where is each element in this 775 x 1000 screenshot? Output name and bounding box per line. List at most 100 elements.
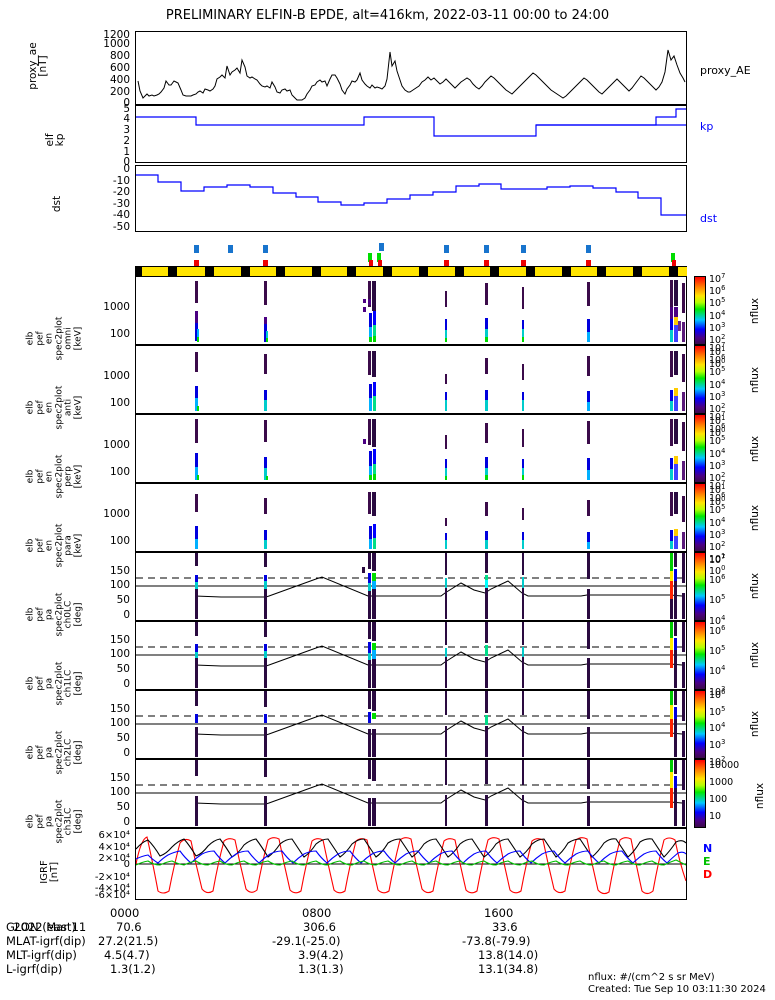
colorbar-perp-labels: 107 106 105 104 103 102 101 100	[709, 410, 726, 509]
kp-ytick-4: 4	[123, 113, 130, 125]
kp-step-trace	[136, 108, 686, 137]
proxy-ae-ytick-1000: 1000	[103, 38, 130, 50]
spec-perp-ytick-1000: 1000	[103, 439, 130, 451]
status-bar-blocks	[135, 267, 678, 277]
pa-ch0lc-ytick-100: 100	[109, 579, 130, 591]
colorbar-omni-name: nflux	[749, 297, 761, 325]
colorbar-omni-labels: 107 106 105 104 103 102 101 100	[709, 272, 726, 371]
event-marker-strip	[135, 240, 687, 271]
axis-row-mlt: MLT-igrf(dip)	[6, 948, 77, 962]
igrf-legend-e: E	[703, 855, 711, 868]
event-markers-svg	[194, 243, 676, 269]
panel-spec-anti	[135, 345, 687, 414]
right-label-proxy-ae: proxy_AE	[700, 64, 751, 77]
panel-spec-para	[135, 483, 687, 552]
colorbar-ch2lc-labels: 106 105 104 103 102	[709, 688, 726, 768]
spec-perp-ytick-100: 100	[109, 466, 130, 478]
colorbar-ch1lc-name: nflux	[749, 641, 761, 669]
colorbar-anti-labels: 107 106 105 104 103 102 101 100	[709, 341, 726, 440]
pa-ch2lc-ytick-50: 50	[116, 732, 130, 744]
axis-row-date-v1: 0800	[302, 906, 332, 920]
spec-anti-ytick-1000: 1000	[103, 370, 130, 382]
spec-perp-data	[195, 419, 685, 480]
igrf-ytick-4e4: 4×10⁴	[98, 842, 130, 853]
proxy-ae-ytick-400: 400	[109, 74, 130, 86]
pa-ch3lc-ytick-0: 0	[123, 816, 130, 828]
kp-ytick-2: 2	[123, 135, 130, 147]
colorbar-ch0lc-labels: 107 106 105 104	[709, 553, 726, 627]
igrf-legend-n: N	[703, 842, 713, 855]
panel-kp-ylabel: elf kp	[44, 133, 66, 147]
axis-row-l: L-igrf(dip)	[6, 962, 63, 976]
panel-proxy-ae-ylabel: proxy_ae [nT]	[27, 42, 49, 90]
pa-ch3lc-data	[136, 760, 686, 826]
spec-anti-data	[195, 351, 685, 411]
pa-ch3lc-ytick-150: 150	[109, 772, 130, 784]
page-title: PRELIMINARY ELFIN-B EPDE, alt=416km, 202…	[165, 8, 610, 23]
panel-pa-ch3lc	[135, 759, 687, 828]
axis-row-glon-v2: 33.6	[492, 920, 518, 934]
axis-row-mlat-v2: -73.8(-79.9)	[462, 934, 531, 948]
axis-row-l-v0: 1.3(1.2)	[110, 962, 156, 976]
panel-pa-ch2lc	[135, 690, 687, 759]
panel-spec-perp	[135, 414, 687, 483]
igrf-ytick-m6e4: -6×10⁴	[94, 890, 130, 901]
colorbar-spec-omni	[694, 276, 706, 345]
spec-para-data	[195, 492, 685, 549]
panel-pa-ch0lc	[135, 552, 687, 621]
pa-ch1lc-ytick-100: 100	[109, 648, 130, 660]
right-label-kp: kp	[700, 120, 714, 133]
kp-ytick-3: 3	[123, 124, 130, 136]
pa-ch1lc-ytick-150: 150	[109, 634, 130, 646]
colorbar-para-labels: 107 106 105 104 103 102 101 100	[709, 479, 726, 578]
proxy-ae-ytick-800: 800	[109, 50, 130, 62]
pa-ch2lc-data	[136, 691, 686, 757]
axis-row-date: 2022 Mar 11	[13, 920, 87, 934]
igrf-ytick-2e4: 2×10⁴	[98, 853, 130, 864]
axis-row-mlat-v0: 27.2(21.5)	[98, 934, 159, 948]
pa-ch0lc-ytick-150: 150	[109, 565, 130, 577]
proxy-ae-trace	[137, 49, 686, 101]
colorbar-perp-name: nflux	[749, 435, 761, 463]
igrf-ytick-0: 0	[123, 859, 130, 870]
dst-ytick-m40: -40	[112, 209, 130, 221]
axis-row-mlt-v2: 13.8(14.0)	[478, 948, 539, 962]
spec-omni-ytick-1000: 1000	[103, 301, 130, 313]
kp-ytick-0: 0	[123, 156, 130, 168]
axis-row-mlt-v0: 4.5(4.7)	[104, 948, 150, 962]
pa-ch2lc-ytick-100: 100	[109, 717, 130, 729]
pa-ch3lc-ytick-50: 50	[116, 801, 130, 813]
igrf-ytick-6e4: 6×10⁴	[98, 830, 130, 841]
panel-dst-ylabel: dst	[51, 195, 63, 213]
dst-ytick-m30: -30	[112, 198, 130, 210]
colorbar-spec-anti	[694, 345, 706, 414]
axis-row-date-v2: 1600	[484, 906, 514, 920]
dst-ytick-m10: -10	[112, 175, 130, 187]
yellow-status-bar	[135, 266, 687, 278]
pa-ch1lc-data	[136, 622, 686, 688]
proxy-ae-ytick-600: 600	[109, 62, 130, 74]
colorbar-anti-name: nflux	[749, 366, 761, 394]
kp-ytick-5: 5	[123, 103, 130, 115]
colorbar-pa-ch2lc	[694, 690, 706, 759]
axis-row-date-v0: 0000	[110, 906, 140, 920]
igrf-ytick-m4e4: -4×10⁴	[94, 883, 130, 894]
panel-pa-ch1lc	[135, 621, 687, 690]
panel-igrf-ylabel: IGRF [nT]	[39, 860, 60, 884]
igrf-ytick-m2e4: -2×10⁴	[94, 872, 130, 883]
igrf-legend-d: D	[703, 868, 713, 881]
dst-ytick-m20: -20	[112, 186, 130, 198]
colorbar-pa-ch0lc	[694, 552, 706, 621]
panel-proxy-ae	[135, 31, 687, 105]
proxy-ae-ytick-1200: 1200	[103, 29, 130, 41]
colorbar-ch1lc-labels: 106 105 104 103	[709, 624, 726, 698]
colorbar-ch0lc-name: nflux	[749, 572, 761, 600]
pa-ch2lc-ytick-0: 0	[123, 747, 130, 759]
dst-step-trace	[136, 174, 686, 216]
axis-row-l-v1: 1.3(1.3)	[298, 962, 344, 976]
colorbar-ch3lc-labels: 10000 1000 100 10	[709, 760, 740, 822]
axis-row-mlat: MLAT-igrf(dip)	[6, 934, 86, 948]
spec-omni-ytick-100: 100	[109, 328, 130, 340]
axis-row-glon-v1: 306.6	[303, 920, 336, 934]
spec-omni-data	[195, 280, 685, 342]
